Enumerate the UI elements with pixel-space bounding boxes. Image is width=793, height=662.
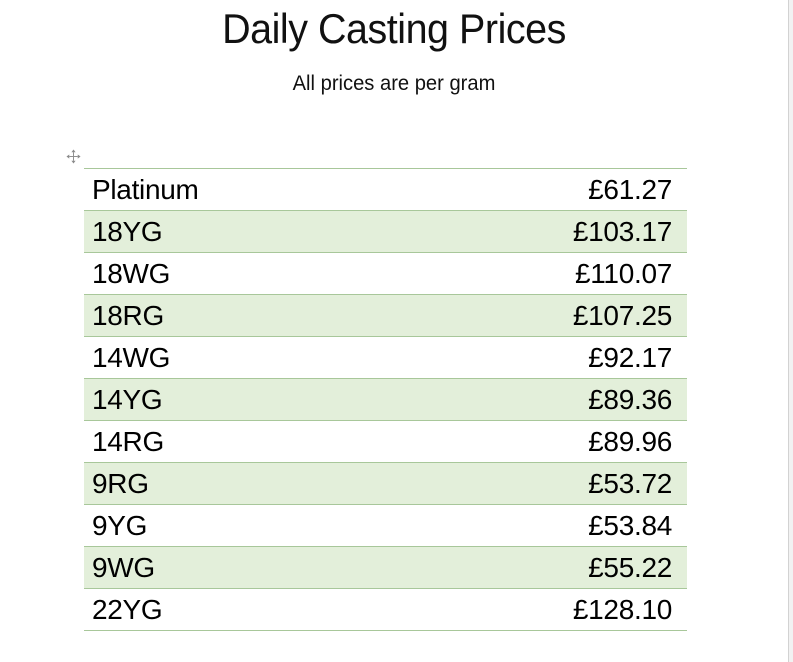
price-cell: £128.10: [572, 593, 672, 625]
price-cell: £53.72: [588, 467, 672, 499]
metal-cell: Platinum: [92, 173, 199, 205]
table-row[interactable]: 9WG £55.22: [84, 547, 687, 589]
metal-cell: 18WG: [92, 257, 171, 289]
move-icon[interactable]: [66, 149, 81, 164]
window-edge: [788, 0, 793, 662]
table-row[interactable]: 22YG £128.10: [84, 589, 687, 631]
metal-cell: 14YG: [92, 383, 163, 415]
price-cell: £110.07: [574, 257, 672, 289]
metal-cell: 14WG: [92, 341, 171, 373]
price-cell: £92.17: [588, 341, 672, 373]
metal-cell: 22YG: [92, 593, 163, 625]
price-table: Platinum £61.27 18YG £103.17 18WG £110.0…: [84, 168, 687, 631]
price-cell: £61.27: [588, 173, 672, 205]
table-row[interactable]: 18YG £103.17: [84, 211, 687, 253]
table-row[interactable]: 18RG £107.25: [84, 295, 687, 337]
price-cell: £53.84: [588, 509, 672, 541]
table-row[interactable]: 14RG £89.96: [84, 421, 687, 463]
metal-cell: 9WG: [92, 551, 155, 583]
metal-cell: 18YG: [92, 215, 163, 247]
metal-cell: 14RG: [92, 425, 164, 457]
page-title: Daily Casting Prices: [222, 5, 566, 52]
table-row[interactable]: 9RG £53.72: [84, 463, 687, 505]
price-cell: £89.36: [588, 383, 672, 415]
table-row[interactable]: 14YG £89.36: [84, 379, 687, 421]
table-row[interactable]: 9YG £53.84: [84, 505, 687, 547]
page-subtitle: All prices are per gram: [292, 72, 496, 95]
metal-cell: 9YG: [92, 509, 148, 541]
table-row[interactable]: 18WG £110.07: [84, 253, 687, 295]
move-icon-glyph: [66, 149, 81, 164]
price-cell: £103.17: [572, 215, 672, 247]
table-row[interactable]: 14WG £92.17: [84, 337, 687, 379]
metal-cell: 18RG: [92, 299, 164, 331]
price-cell: £55.22: [588, 551, 672, 583]
metal-cell: 9RG: [92, 467, 149, 499]
table-row[interactable]: Platinum £61.27: [84, 169, 687, 211]
price-cell: £89.96: [588, 425, 672, 457]
price-cell: £107.25: [572, 299, 672, 331]
